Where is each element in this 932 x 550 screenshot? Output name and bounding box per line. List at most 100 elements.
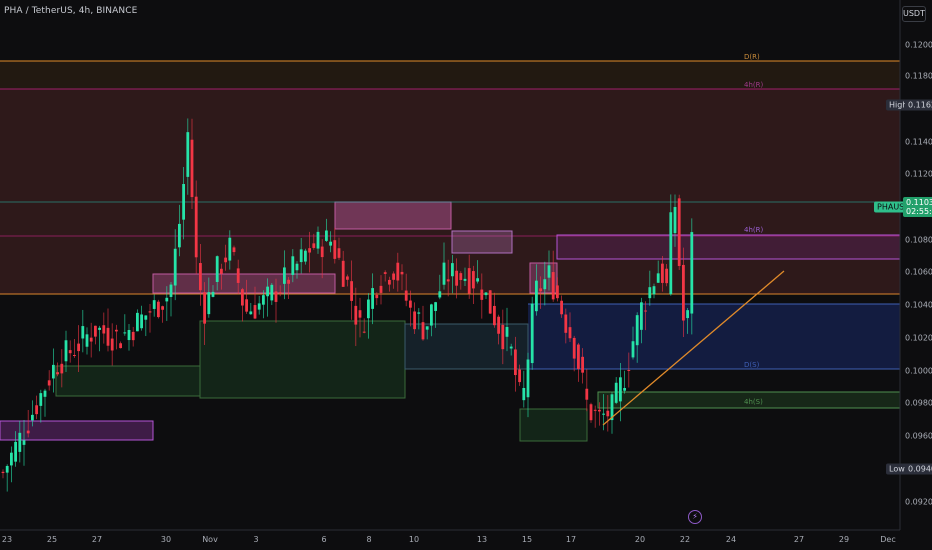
candle-body [257, 303, 261, 310]
candle-body [400, 271, 404, 275]
candle-body [228, 237, 232, 261]
candle-body [325, 230, 328, 241]
candle-body [253, 305, 257, 319]
4h-resistance-label: 4h(R) [744, 81, 764, 89]
candle-body [354, 305, 358, 325]
candle-body [291, 256, 295, 275]
candle-body [64, 340, 68, 362]
time-tick: 22 [679, 535, 691, 544]
candle-body [560, 300, 563, 315]
candle-body [480, 289, 484, 300]
price-tick: 0.1200 [905, 40, 932, 50]
time-tick: Nov [202, 535, 218, 544]
candle-body [375, 294, 379, 299]
candle-body [463, 278, 467, 281]
candle-body [484, 292, 488, 296]
time-tick: 3 [253, 535, 259, 544]
resistance-box-5 [0, 420, 154, 441]
candle-body [682, 264, 685, 321]
price-tick: 0.1080 [905, 235, 932, 245]
candle-body [262, 295, 265, 305]
candle-body [530, 303, 534, 364]
price-tick: 0.1020 [905, 333, 932, 343]
candle-body [98, 327, 101, 330]
candle-body [509, 346, 513, 349]
candle-body [85, 334, 89, 347]
candle-body [568, 327, 572, 339]
low-label: Low [886, 463, 908, 475]
candle-body [131, 331, 135, 341]
candle-body [144, 315, 148, 320]
candle-body [140, 314, 143, 329]
candle-body [224, 257, 227, 263]
time-tick: 15 [521, 535, 533, 544]
candle-body [123, 332, 127, 334]
price-tick: 0.1040 [905, 300, 932, 310]
price-tick: 0.0920 [905, 497, 932, 507]
candle-body [631, 341, 635, 358]
candle-body [304, 250, 307, 262]
candle-body [673, 207, 677, 234]
candle-body [89, 337, 93, 342]
candle-body [333, 240, 337, 259]
candle-body [169, 284, 173, 297]
time-tick: 27 [91, 535, 103, 544]
candle-body [686, 310, 689, 319]
candle-body [413, 311, 416, 330]
candle-body [81, 326, 85, 339]
currency-button[interactable]: USDT [902, 6, 926, 22]
candle-body [127, 330, 131, 341]
time-tick: 23 [1, 535, 13, 544]
candle-body [35, 405, 38, 415]
candle-body [215, 256, 219, 282]
candle-body [669, 212, 673, 295]
candle-body [623, 388, 626, 391]
candle-body [52, 364, 55, 379]
candle-body [14, 441, 17, 462]
candle-body [388, 279, 391, 285]
low-value-tag: 0.0940 [905, 463, 932, 475]
candle-body [640, 302, 643, 330]
bar-countdown: 02:55:49 [906, 207, 932, 216]
candle-body [677, 198, 681, 266]
zone-layer [0, 60, 901, 442]
4h-resistance-box [556, 234, 901, 260]
candle-body [346, 276, 349, 280]
time-tick: 6 [321, 535, 327, 544]
resistance-box-3 [152, 273, 336, 294]
lightning-icon[interactable]: ⚡ [688, 510, 702, 524]
time-tick: 13 [476, 535, 488, 544]
candle-body [136, 312, 139, 332]
ascending-trendline[interactable] [602, 270, 785, 426]
candle-body [648, 287, 652, 299]
candle-body [665, 268, 668, 284]
candle-body [392, 273, 395, 280]
candle-body [56, 372, 59, 375]
candle-body [337, 248, 341, 258]
candle-body [186, 132, 190, 177]
candle-body [148, 311, 152, 313]
candle-body [182, 184, 185, 220]
candle-body [488, 290, 492, 314]
time-tick: 24 [725, 535, 737, 544]
candle-body [18, 432, 22, 452]
candle-body [203, 292, 206, 324]
candle-body [1, 471, 5, 474]
price-tick: 0.1180 [905, 71, 932, 81]
candle-body [656, 273, 660, 283]
candle-body [472, 271, 475, 289]
candle-body [270, 284, 274, 301]
candle-body [619, 377, 622, 402]
resistance-box-1 [334, 201, 452, 230]
candle-body [190, 139, 194, 198]
candle-body [278, 292, 282, 294]
time-tick: 27 [793, 535, 805, 544]
candle-body [661, 263, 664, 283]
candle-body [518, 369, 521, 383]
symbol-title[interactable]: PHA / TetherUS, 4h, BINANCE [4, 6, 138, 16]
candle-body [26, 430, 30, 434]
daily-support-label: D(S) [744, 361, 760, 369]
candle-body [404, 290, 408, 301]
candle-body [287, 279, 290, 284]
